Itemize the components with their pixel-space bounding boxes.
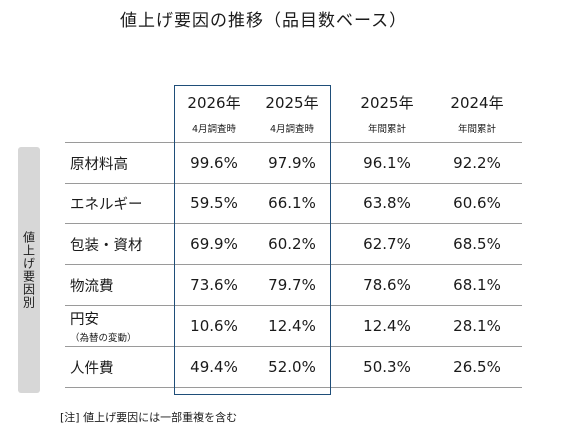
table-cell: 12.4% (268, 317, 316, 335)
table-cell: 97.9% (268, 154, 316, 172)
table-cell: 62.7% (363, 235, 411, 253)
row-label: 包装・資材 (70, 224, 143, 264)
row-label: エネルギー (70, 183, 143, 223)
column-header-2024-total: 2024年 年間累計 (432, 92, 522, 135)
table-cell: 63.8% (363, 194, 411, 212)
column-header-2026-apr: 2026年 4月調査時 (175, 92, 253, 135)
table-row: 物流費 73.6% 79.7% 78.6% 68.1% (65, 265, 522, 306)
table-row: 原材料高 99.6% 97.9% 96.1% 92.2% (65, 142, 522, 184)
row-label-subtext: （為替の変動） (70, 333, 137, 344)
column-header-year: 2025年 (360, 94, 414, 112)
table-cell: 52.0% (268, 358, 316, 376)
table-cell: 10.6% (190, 317, 238, 335)
table-cell: 50.3% (363, 358, 411, 376)
table-cell: 60.6% (453, 194, 501, 212)
table-cell: 99.6% (190, 154, 238, 172)
row-label-text: 人件費 (70, 360, 114, 377)
table-row: エネルギー 59.5% 66.1% 63.8% 60.6% (65, 183, 522, 224)
column-header-sub: 年間累計 (457, 124, 496, 135)
table-cell: 78.6% (363, 276, 411, 294)
column-header-sub: 年間累計 (367, 124, 406, 135)
column-header-year: 2026年 (187, 94, 241, 112)
row-label-text: 原材料高 (70, 156, 128, 173)
row-label: 原材料高 (70, 143, 128, 183)
page-title: 値上げ要因の推移（品目数ベース） (120, 11, 408, 31)
table-cell: 28.1% (453, 317, 501, 335)
table-cell: 59.5% (190, 194, 238, 212)
table-cell: 66.1% (268, 194, 316, 212)
column-header-year: 2025年 (265, 94, 319, 112)
table-cell: 68.5% (453, 235, 501, 253)
table-row: 包装・資材 69.9% 60.2% 62.7% 68.5% (65, 224, 522, 265)
table-row: 人件費 49.4% 52.0% 50.3% 26.5% (65, 347, 522, 388)
side-category-label: 値上げ要因別 (18, 147, 40, 393)
table-cell: 60.2% (268, 235, 316, 253)
footnote: [注] 値上げ要因には一部重複を含む (60, 411, 238, 424)
table-cell: 96.1% (363, 154, 411, 172)
row-label-text: 円安 (70, 312, 99, 328)
column-header-2025-total: 2025年 年間累計 (342, 92, 432, 135)
table-cell: 68.1% (453, 276, 501, 294)
column-header-sub: 4月調査時 (269, 124, 315, 135)
table-cell: 73.6% (190, 276, 238, 294)
table-cell: 79.7% (268, 276, 316, 294)
row-label: 物流費 (70, 265, 114, 305)
row-label: 円安 （為替の変動） (70, 306, 137, 346)
table-cell: 49.4% (190, 358, 238, 376)
table-cell: 12.4% (363, 317, 411, 335)
row-label: 人件費 (70, 347, 114, 387)
column-header-sub: 4月調査時 (191, 124, 237, 135)
side-category-label-text: 値上げ要因別 (21, 231, 36, 309)
row-label-text: エネルギー (70, 196, 143, 213)
table-cell: 92.2% (453, 154, 501, 172)
table-cell: 26.5% (453, 358, 501, 376)
column-header-2025-apr: 2025年 4月調査時 (253, 92, 331, 135)
row-label-text: 包装・資材 (70, 237, 143, 254)
table-cell: 69.9% (190, 235, 238, 253)
row-label-text: 物流費 (70, 278, 114, 295)
table-row: 円安 （為替の変動） 10.6% 12.4% 12.4% 28.1% (65, 306, 522, 347)
column-header-year: 2024年 (450, 94, 504, 112)
